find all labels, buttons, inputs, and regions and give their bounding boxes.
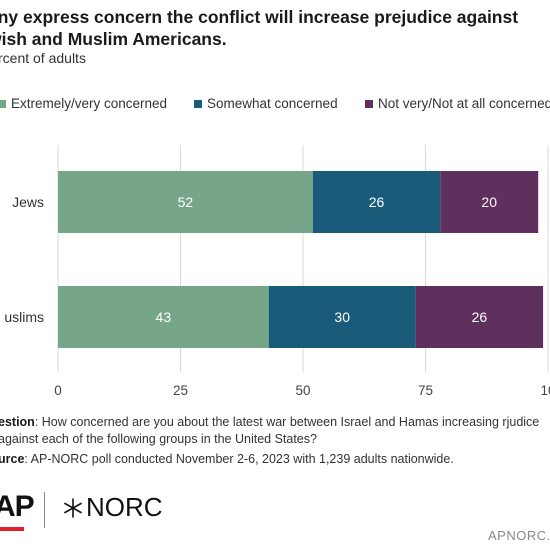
question-note: estion: How concerned are you about the …	[0, 414, 543, 448]
legend-label-somewhat: Somewhat concerned	[207, 96, 338, 111]
legend-item-not: Not very/Not at all concerned	[365, 96, 550, 111]
data-label: 52	[178, 194, 194, 210]
source-text: : AP-NORC poll conducted November 2-6, 2…	[24, 452, 454, 466]
footer-url: APNORC.	[488, 528, 550, 543]
x-tick-label: 50	[295, 383, 310, 398]
norc-logo-text: NORC	[86, 492, 163, 522]
question-label: estion	[0, 415, 35, 429]
data-label: 26	[369, 194, 385, 210]
legend-label-not: Not very/Not at all concerned	[378, 96, 550, 111]
title-line-1: any express concern the conflict will in…	[0, 7, 519, 27]
legend-label-extremely: Extremely/very concerned	[11, 96, 168, 111]
data-label: 26	[472, 309, 488, 325]
chart-title: any express concern the conflict will in…	[0, 6, 548, 50]
x-tick-label: 10	[540, 383, 550, 398]
data-label: 20	[481, 194, 497, 210]
data-label: 30	[334, 309, 350, 325]
bar-segment	[440, 171, 539, 233]
ap-logo: AP	[0, 490, 35, 523]
category-label: uslims	[4, 309, 44, 325]
norc-star-icon	[64, 497, 82, 518]
x-tick-label: 25	[173, 383, 188, 398]
source-note: urce: AP-NORC poll conducted November 2-…	[0, 451, 454, 468]
ap-logo-underline	[0, 527, 24, 531]
chart-subtitle: rcent of adults	[0, 50, 86, 66]
question-text: : How concerned are you about the latest…	[0, 415, 540, 446]
stacked-bar-chart: 0 25 50 75 10 Jews 52 26 20 uslims 43 30 26	[4, 145, 550, 398]
data-label: 43	[156, 309, 172, 325]
legend-item-extremely: Extremely/very concerned	[0, 96, 167, 111]
legend-item-somewhat: Somewhat concerned	[194, 96, 338, 111]
bar-segment	[415, 286, 544, 348]
bar-segment	[58, 171, 313, 233]
logo-divider	[44, 492, 45, 528]
legend-swatch-somewhat	[194, 99, 202, 108]
bar-segment	[312, 171, 441, 233]
legend-swatch-extremely	[0, 99, 6, 108]
title-line-2: wish and Muslim Americans.	[0, 29, 227, 49]
bar-segment	[268, 286, 416, 348]
source-label: urce	[0, 452, 25, 466]
legend-swatch-not	[365, 99, 373, 108]
category-label: Jews	[12, 194, 44, 210]
x-tick-label: 0	[54, 383, 62, 398]
x-tick-label: 75	[418, 383, 433, 398]
bar-segment	[58, 286, 269, 348]
norc-logo: NORC	[62, 492, 163, 523]
